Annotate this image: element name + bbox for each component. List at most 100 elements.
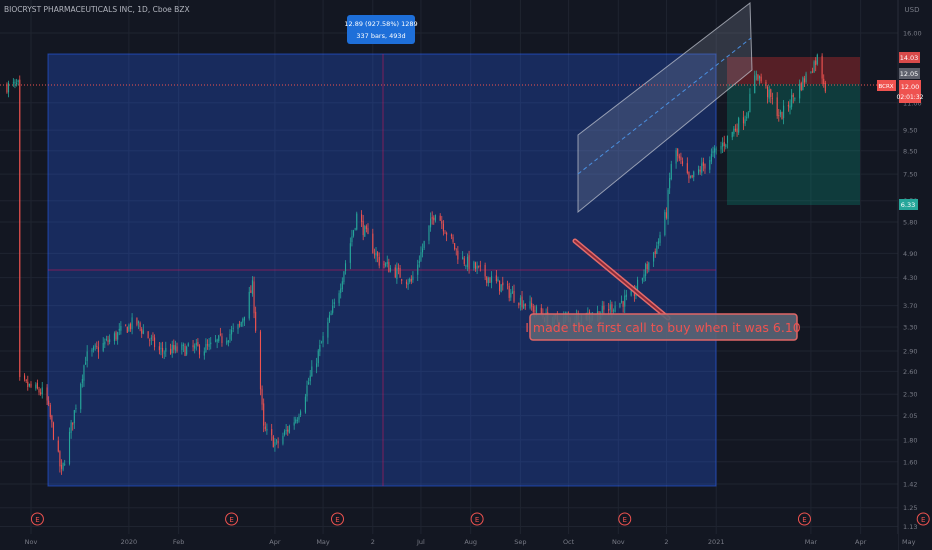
earnings-marker-icon[interactable]: E (618, 512, 632, 526)
candle (176, 342, 178, 353)
candle (57, 436, 59, 453)
candle (417, 259, 419, 282)
candle (603, 301, 605, 316)
candle (454, 242, 456, 251)
earnings-marker-icon[interactable]: E (330, 512, 344, 526)
candle (259, 329, 262, 396)
candle (484, 262, 486, 281)
candle (811, 67, 814, 74)
parallel-channel[interactable] (577, 2, 753, 214)
candle (287, 425, 289, 436)
candle (377, 251, 379, 263)
candle (722, 137, 724, 154)
svg-text:6.33: 6.33 (901, 201, 915, 209)
time-tick-label: Oct (563, 538, 575, 546)
candle (328, 311, 331, 324)
candle (192, 340, 194, 352)
candle (49, 402, 51, 420)
candle (59, 450, 61, 473)
candle (476, 261, 478, 275)
candle (665, 207, 668, 220)
candle (646, 261, 648, 274)
candle (7, 80, 10, 98)
candle (479, 260, 481, 272)
candle (308, 377, 310, 385)
candle (131, 313, 133, 335)
price-tick-label: 16.00 (903, 30, 922, 38)
time-tick-label: Apr (855, 538, 867, 546)
time-axis[interactable] (0, 534, 898, 550)
candle (813, 60, 815, 73)
candle (338, 290, 340, 307)
time-tick-label: May (902, 538, 916, 546)
candle (698, 165, 700, 176)
candle (46, 384, 48, 405)
candle (681, 157, 684, 167)
candle (388, 258, 390, 273)
candle (154, 334, 156, 351)
candle (401, 278, 403, 285)
candle (760, 73, 762, 84)
candle (433, 215, 435, 225)
candle (619, 302, 621, 309)
candle (288, 424, 290, 434)
candle (701, 157, 703, 176)
candle (378, 252, 380, 269)
candle (680, 152, 682, 165)
candle (446, 231, 448, 242)
candle (149, 338, 151, 347)
candle (364, 224, 366, 237)
candle (490, 271, 493, 289)
candle (441, 215, 443, 230)
channel-midline (577, 37, 752, 175)
candle (263, 398, 265, 433)
candle (109, 334, 111, 345)
candle (181, 342, 183, 355)
candle (52, 421, 55, 441)
candle (709, 156, 711, 174)
annotation-callout[interactable]: I made the first call to buy when it was… (525, 313, 801, 341)
candle (420, 246, 422, 262)
candle (643, 269, 645, 282)
candle (656, 241, 658, 255)
candle (749, 88, 751, 113)
candle (48, 396, 50, 407)
candle (6, 82, 8, 94)
candle (218, 334, 220, 343)
candle (25, 378, 27, 383)
short-position-tool[interactable] (727, 57, 860, 205)
candle (285, 423, 287, 435)
candle (365, 224, 367, 233)
price-tick-label: 2.30 (903, 391, 917, 399)
candle (524, 303, 526, 310)
candle (105, 335, 107, 342)
candle (70, 419, 72, 439)
earnings-marker-icon[interactable]: E (470, 512, 484, 526)
time-tick-label: Jul (416, 538, 425, 546)
candle (507, 280, 509, 290)
measure-tooltip-line2: 337 bars, 493d (356, 32, 405, 40)
earnings-marker-icon[interactable]: E (225, 512, 239, 526)
candle (405, 279, 408, 289)
candle (160, 342, 162, 356)
candle (120, 321, 122, 335)
measure-tooltip: 12.89 (927.58%) 1289 337 bars, 493d (344, 15, 418, 44)
candle (35, 382, 37, 391)
candle (104, 338, 106, 349)
candle (455, 248, 457, 256)
candle (465, 264, 467, 270)
candle (776, 92, 778, 119)
candle (40, 388, 42, 396)
earnings-marker-icon[interactable]: E (30, 512, 44, 526)
earnings-marker-icon[interactable]: E (797, 512, 811, 526)
earnings-marker-icon[interactable]: E (916, 512, 930, 526)
price-tick-label: 11.00 (903, 99, 922, 107)
candle (654, 248, 656, 258)
candle (397, 263, 400, 275)
candle (250, 285, 252, 293)
candle (699, 166, 701, 175)
candle (229, 329, 231, 343)
candle (738, 116, 740, 135)
candle (409, 277, 411, 284)
